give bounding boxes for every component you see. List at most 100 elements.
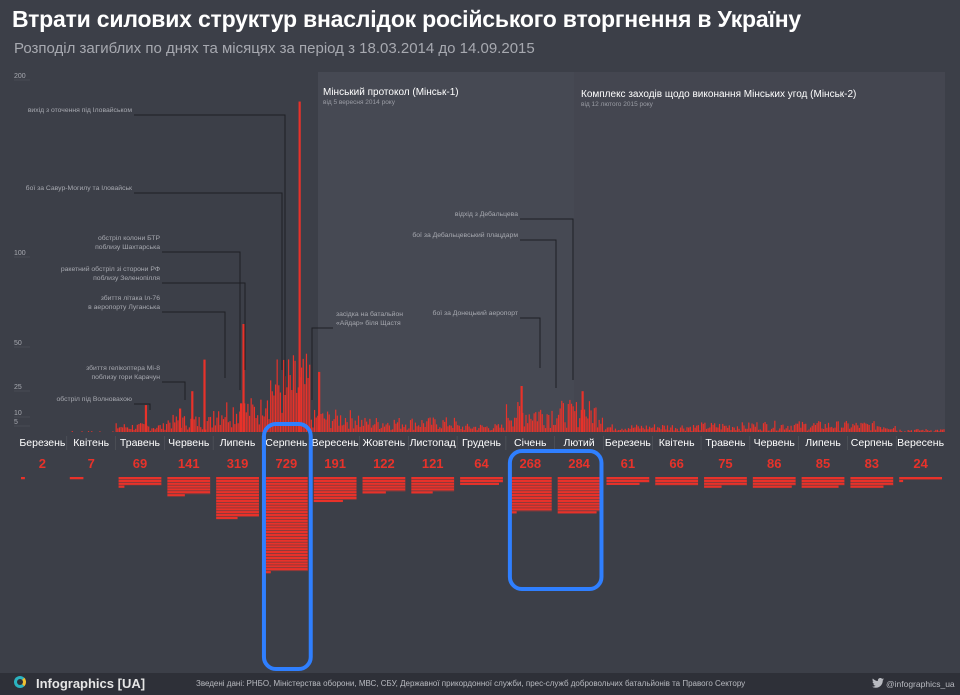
monthly-stack [118,477,162,486]
day-bar [375,418,377,432]
day-bar [509,420,511,432]
monthly-total-label: 7 [88,456,95,471]
page-subtitle: Розподіл загиблих по днях та місяцях за … [14,40,535,57]
logo-icon [14,676,26,688]
day-bar [235,413,238,432]
day-bar [892,428,895,432]
day-bar [517,402,519,432]
day-bar [322,413,324,432]
day-bar [774,420,776,432]
day-bar [585,416,587,432]
day-bar [928,430,930,432]
monthly-total-label: 64 [474,456,489,471]
day-bar [549,427,551,432]
day-bar [231,427,233,432]
annotation-text: вихід з оточення під Іловайськом [28,106,133,114]
day-bar [543,425,545,432]
annotation-leader-line [134,403,151,410]
monthly-stack-remainder [606,482,640,485]
day-bar [196,426,199,432]
day-bar [162,423,164,432]
monthly-stack [313,477,357,500]
day-bar [907,429,909,432]
day-bar [634,427,636,432]
peak-bar [191,391,194,432]
monthly-stack-remainder [118,485,125,488]
day-bar [556,418,558,432]
month-label: Липень [220,437,256,449]
day-bar [250,398,252,432]
day-bar [920,430,922,432]
day-bar [839,430,841,432]
day-bar [935,429,937,432]
day-bar [566,427,568,432]
day-bar [253,406,256,432]
day-bar [525,414,527,432]
day-bar [491,430,493,432]
logo-text[interactable]: Infographics [UA] [36,676,146,691]
day-bar [164,429,166,432]
day-bar [452,427,454,432]
day-bar [601,417,604,432]
day-bar [666,425,669,432]
day-bar [313,409,316,432]
day-bar [886,428,888,432]
day-bar [224,417,226,432]
monthly-stack [411,477,455,492]
day-bar [148,426,150,432]
twitter-handle[interactable]: @infographics_ua [886,679,955,689]
monthly-total-label: 729 [275,456,297,471]
day-bar [647,429,649,432]
day-bar [165,423,168,432]
day-bar [81,431,83,432]
day-bar [71,431,73,432]
day-bar [340,415,342,432]
day-bar [382,423,384,432]
day-bar [829,427,831,432]
day-bar [725,425,727,432]
day-bar [862,423,864,432]
day-bar [209,416,212,432]
day-bar [797,423,799,432]
annotation-text: поблизу гори Карачун [91,373,160,381]
day-bar [901,431,903,432]
day-bar [712,424,714,432]
day-bar [769,430,771,432]
day-bar [169,422,171,432]
day-bar [844,422,846,432]
day-bar [170,428,173,432]
day-bar [894,426,896,432]
day-bar [629,428,631,432]
day-bar [312,427,314,432]
day-bar [819,421,821,432]
annotation-leader-line [162,251,241,390]
day-bar [564,422,566,432]
day-bar [278,385,280,432]
day-bar [670,427,672,432]
day-bar [836,421,838,432]
day-bar [569,399,571,432]
day-bar [863,422,865,432]
day-bar [608,427,610,432]
day-bar [383,426,386,432]
day-bar [331,420,334,432]
day-bar [422,423,425,432]
period-label-minsk-2: Комплекс заходів щодо виконання Мінських… [581,89,856,100]
day-bar [787,425,789,432]
day-bar [637,426,639,432]
day-bar [727,427,729,432]
y-tick-label: 50 [14,340,22,347]
day-bar [222,419,225,432]
day-bar [273,395,275,432]
day-bar [559,408,561,432]
twitter-icon[interactable] [872,678,884,688]
day-bar [772,427,774,432]
day-bar [91,431,93,432]
day-bar [642,427,644,432]
day-bar [205,429,207,432]
month-label: Червень [168,437,210,449]
day-bar [650,428,652,432]
day-bar [190,418,192,432]
day-bar [341,425,343,432]
day-bar [354,420,356,432]
